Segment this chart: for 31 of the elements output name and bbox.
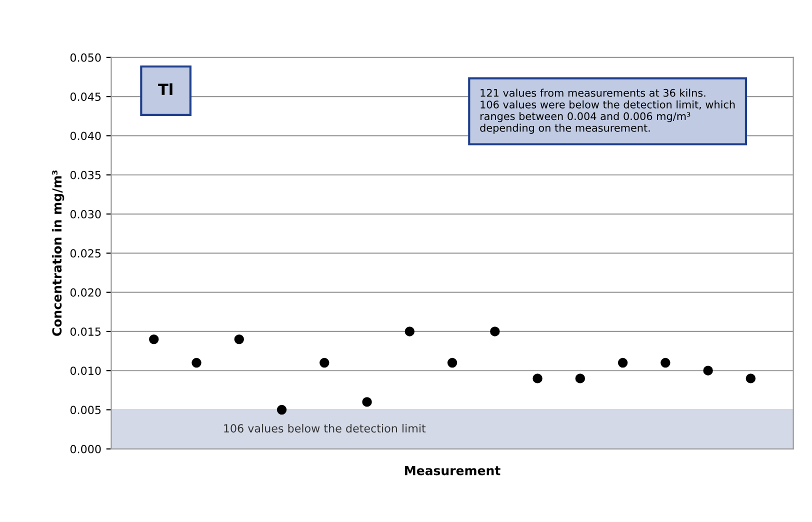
point [447, 358, 458, 368]
point [532, 374, 542, 384]
point [320, 358, 330, 368]
point [703, 366, 713, 376]
annotation: 121 values from measurements at 36 kilns. 106 values were below the detection limit, which ranges between 0.004 and 0.006 mg/m³ depending on the measurement. [480, 88, 735, 134]
y-tick-label: 0.030 [70, 210, 101, 218]
y-tick-label: 0.050 [70, 53, 101, 62]
point [149, 334, 159, 344]
point [234, 334, 244, 344]
point [746, 374, 756, 384]
text: Tl [158, 83, 172, 95]
y-tick-label: 0.025 [70, 249, 101, 258]
point [276, 404, 287, 415]
y-tick-label: 0.010 [70, 366, 101, 375]
point [618, 358, 628, 368]
point [490, 326, 500, 336]
x-axis-title: Measurement [405, 466, 500, 476]
y-tick-label: 0.035 [70, 170, 101, 180]
y-tick-label: 0.015 [70, 327, 101, 336]
point [362, 397, 372, 407]
point [192, 358, 202, 368]
y-tick-label: 0.000 [70, 444, 101, 454]
y-tick-label: 0.005 [70, 406, 101, 414]
y-tick-label: 0.045 [70, 92, 101, 101]
y-axis-title: Concentration in mg/m³ [52, 170, 64, 336]
y-tick-label: 0.020 [70, 288, 101, 297]
y-tick-label: 0.040 [70, 132, 101, 140]
band-label: 106 values below the detection limit [224, 424, 426, 433]
point [660, 358, 670, 368]
point [575, 374, 586, 384]
point [404, 326, 415, 336]
